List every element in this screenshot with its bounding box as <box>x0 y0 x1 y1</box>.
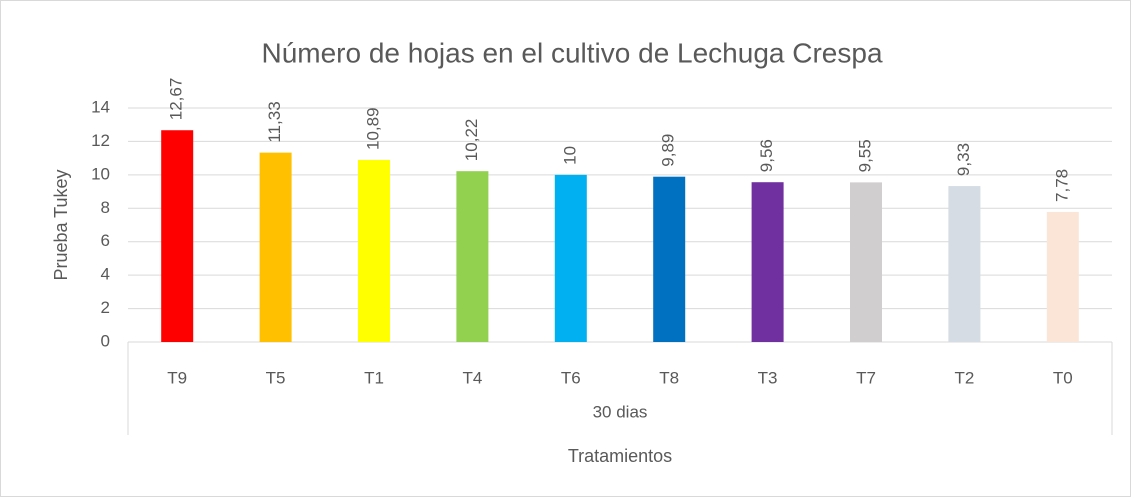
bar <box>456 171 489 342</box>
bar <box>751 182 784 342</box>
bar <box>948 186 981 342</box>
bar <box>259 152 292 342</box>
y-tick-label: 10 <box>91 164 110 183</box>
y-tick-label: 14 <box>91 97 110 116</box>
y-tick-label: 2 <box>101 298 110 317</box>
y-tick-label: 4 <box>101 265 110 284</box>
y-tick-label: 12 <box>91 131 110 150</box>
x-tick-label: T2 <box>954 368 974 387</box>
data-label: 9,33 <box>954 143 973 176</box>
x-axis-label: Tratamientos <box>568 446 672 466</box>
x-tick-label: T1 <box>364 368 384 387</box>
data-label: 9,55 <box>855 139 874 172</box>
data-label: 10,22 <box>462 119 481 162</box>
x-tick-label: T7 <box>856 368 876 387</box>
bar <box>653 176 686 342</box>
x-tick-label: T4 <box>462 368 482 387</box>
x-tick-label: T3 <box>758 368 778 387</box>
bar <box>850 182 882 342</box>
y-tick-label: 8 <box>101 198 110 217</box>
bar <box>161 130 194 342</box>
data-label: 10,89 <box>363 107 382 150</box>
x-tick-label: T6 <box>561 368 581 387</box>
y-axis-label: Prueba Tukey <box>51 169 71 280</box>
group-label: 30 dias <box>593 402 648 421</box>
bar <box>1046 211 1079 342</box>
data-label: 10 <box>560 146 579 165</box>
bar <box>358 159 390 342</box>
data-label: 7,78 <box>1052 169 1071 202</box>
data-label: 9,89 <box>659 134 678 167</box>
x-tick-label: T5 <box>266 368 286 387</box>
y-tick-label: 0 <box>101 331 110 350</box>
data-label: 9,56 <box>757 139 776 172</box>
y-tick-label: 6 <box>101 231 110 250</box>
chart-title: Número de hojas en el cultivo de Lechuga… <box>261 37 882 68</box>
x-tick-label: T8 <box>659 368 679 387</box>
data-label: 11,33 <box>265 101 284 142</box>
x-tick-label: T0 <box>1053 368 1073 387</box>
x-tick-label: T9 <box>167 368 187 387</box>
bar <box>554 174 587 342</box>
data-label: 12,67 <box>167 78 186 121</box>
